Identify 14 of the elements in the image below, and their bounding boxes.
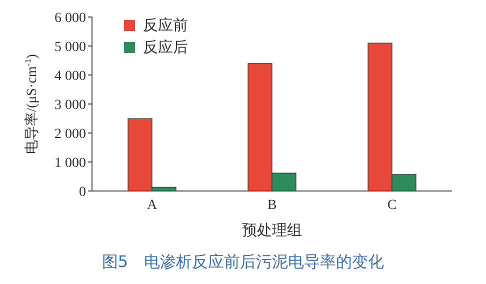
y-tick-label: 0: [79, 184, 86, 200]
x-axis-title: 预处理组: [242, 222, 302, 239]
y-tick-label: 5 000: [54, 40, 86, 55]
legend-label: 反应前: [143, 16, 188, 34]
text: 图5 电渗析反应前后污泥电导率的变化: [100, 252, 386, 273]
y-tick-label: 2 000: [54, 126, 86, 142]
y-tick-label: 6 000: [54, 10, 86, 26]
x-tick-label: A: [146, 198, 158, 213]
legend-label: 反应后: [143, 38, 188, 56]
x-tick-label: B: [267, 198, 277, 213]
y-tick-label: 1 000: [54, 156, 86, 171]
x-tick-label: C: [387, 198, 397, 213]
y-tick-label: 3 000: [54, 98, 86, 113]
y-tick-label: 4 000: [54, 68, 86, 84]
